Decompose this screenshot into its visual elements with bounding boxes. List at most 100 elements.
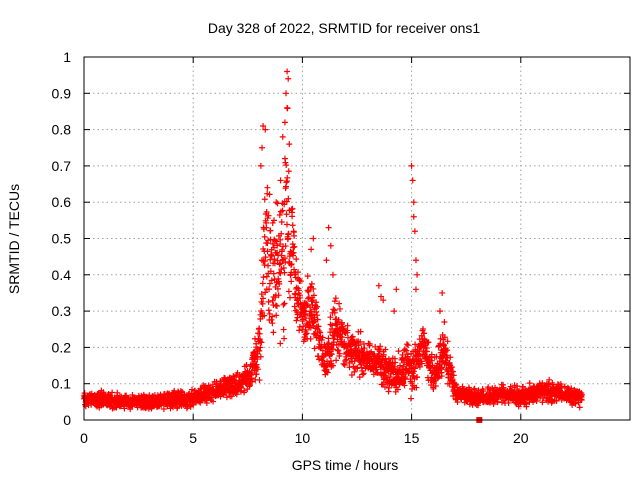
data-point <box>257 344 264 351</box>
data-point-peak-39 <box>441 318 448 325</box>
data-point <box>447 354 454 361</box>
data-point <box>341 338 348 345</box>
data-point <box>318 343 325 350</box>
data-point <box>262 254 269 261</box>
data-point <box>413 384 420 391</box>
data-point <box>273 312 280 319</box>
data-point <box>523 403 530 410</box>
data-point <box>336 305 343 312</box>
data-point <box>339 334 346 341</box>
data-point-peak-24 <box>375 282 382 289</box>
data-point <box>357 338 364 345</box>
data-point <box>310 285 317 292</box>
data-point <box>330 339 337 346</box>
data-point <box>261 196 268 203</box>
data-point-peak-37 <box>439 289 446 296</box>
data-point <box>273 303 280 310</box>
x-tick-label-3: 15 <box>404 430 420 446</box>
data-point <box>264 248 271 255</box>
data-point <box>514 383 521 390</box>
data-point <box>263 273 270 280</box>
data-point <box>290 249 297 256</box>
data-point <box>303 330 310 337</box>
data-point-peak-13 <box>286 141 293 148</box>
data-point <box>302 315 309 322</box>
y-tick-label-5: 0.5 <box>52 231 72 247</box>
data-point <box>241 387 248 394</box>
data-point <box>261 233 268 240</box>
data-point <box>203 399 210 406</box>
data-point <box>315 323 322 330</box>
data-point <box>410 368 417 375</box>
data-point <box>289 213 296 220</box>
data-point-peak-18 <box>310 235 317 242</box>
data-point <box>256 377 263 384</box>
data-point <box>397 362 404 369</box>
data-point <box>475 402 482 409</box>
data-point <box>449 368 456 375</box>
data-point <box>450 372 457 379</box>
data-point <box>346 364 353 371</box>
data-point <box>578 396 585 403</box>
data-point <box>373 366 380 373</box>
data-point <box>278 219 285 226</box>
data-point <box>266 191 273 198</box>
data-point <box>313 332 320 339</box>
data-point <box>308 308 315 315</box>
y-tick-label-1: 0.1 <box>52 376 72 392</box>
y-axis-label: SRMTID / TECUs <box>6 184 22 294</box>
data-point <box>198 386 205 393</box>
data-point <box>274 257 281 264</box>
data-point <box>271 260 278 267</box>
x-tick-label-1: 5 <box>189 430 197 446</box>
data-point <box>258 339 265 346</box>
data-point <box>383 360 390 367</box>
data-point <box>329 362 336 369</box>
data-point <box>260 295 267 302</box>
data-point <box>262 289 269 296</box>
data-point <box>258 291 265 298</box>
data-point <box>323 366 330 373</box>
data-point <box>319 334 326 341</box>
data-point <box>385 356 392 363</box>
data-point <box>282 243 289 250</box>
y-tick-label-9: 0.9 <box>52 85 72 101</box>
data-point <box>421 330 428 337</box>
data-point-peak-36 <box>412 286 419 293</box>
data-point <box>412 341 419 348</box>
data-point <box>382 346 389 353</box>
axis-ticks <box>83 56 630 421</box>
data-point <box>360 370 367 377</box>
data-point-peak-27 <box>393 286 400 293</box>
y-tick-label-6: 0.6 <box>52 194 72 210</box>
data-point-peak-31 <box>410 199 417 206</box>
data-point <box>275 292 282 299</box>
data-point <box>265 212 272 219</box>
data-point <box>409 380 416 387</box>
data-point <box>313 299 320 306</box>
data-point <box>387 374 394 381</box>
data-point-peak-17 <box>290 228 297 235</box>
data-point <box>280 264 287 271</box>
data-points <box>80 68 586 423</box>
data-point <box>281 335 288 342</box>
data-point <box>432 383 439 390</box>
data-point <box>454 399 461 406</box>
data-point-peak-34 <box>412 257 419 264</box>
data-point-peak-35 <box>414 271 421 278</box>
data-point-peak-7 <box>279 133 286 140</box>
data-point <box>257 353 264 360</box>
data-point <box>293 256 300 263</box>
data-point <box>403 347 410 354</box>
data-point-peak-16 <box>288 206 295 213</box>
data-point <box>284 174 291 181</box>
data-point <box>279 246 286 253</box>
data-point <box>500 385 507 392</box>
data-point <box>302 331 309 338</box>
data-point-peak-20 <box>325 224 332 231</box>
data-point <box>402 375 409 382</box>
data-point <box>254 356 261 363</box>
data-point <box>267 227 274 234</box>
data-point <box>333 357 340 364</box>
data-point <box>281 269 288 276</box>
